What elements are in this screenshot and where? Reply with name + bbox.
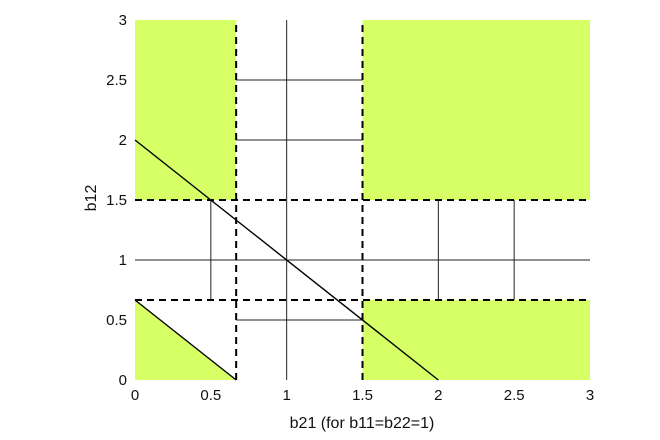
y-tick-label: 1 — [119, 252, 127, 269]
x-tick-label: 2.5 — [504, 387, 525, 404]
y-tick-label: 2.5 — [106, 72, 127, 89]
y-tick-label: 2 — [119, 132, 127, 149]
filled-region-1 — [135, 20, 236, 200]
x-tick-label: 1.5 — [352, 387, 373, 404]
x-tick-label: 1 — [282, 387, 290, 404]
x-tick-label: 0 — [131, 387, 139, 404]
y-axis-label: b12 — [83, 185, 100, 212]
x-tick-label: 0.5 — [200, 387, 221, 404]
filled-region-2 — [363, 20, 591, 200]
y-tick-label: 0.5 — [106, 312, 127, 329]
y-tick-label: 0 — [119, 372, 127, 389]
y-tick-label: 1.5 — [106, 192, 127, 209]
filled-region-3 — [363, 300, 591, 380]
x-tick-label: 3 — [586, 387, 594, 404]
x-axis-label: b21 (for b11=b22=1) — [290, 415, 435, 432]
y-tick-label: 3 — [119, 12, 127, 29]
x-tick-label: 2 — [434, 387, 442, 404]
